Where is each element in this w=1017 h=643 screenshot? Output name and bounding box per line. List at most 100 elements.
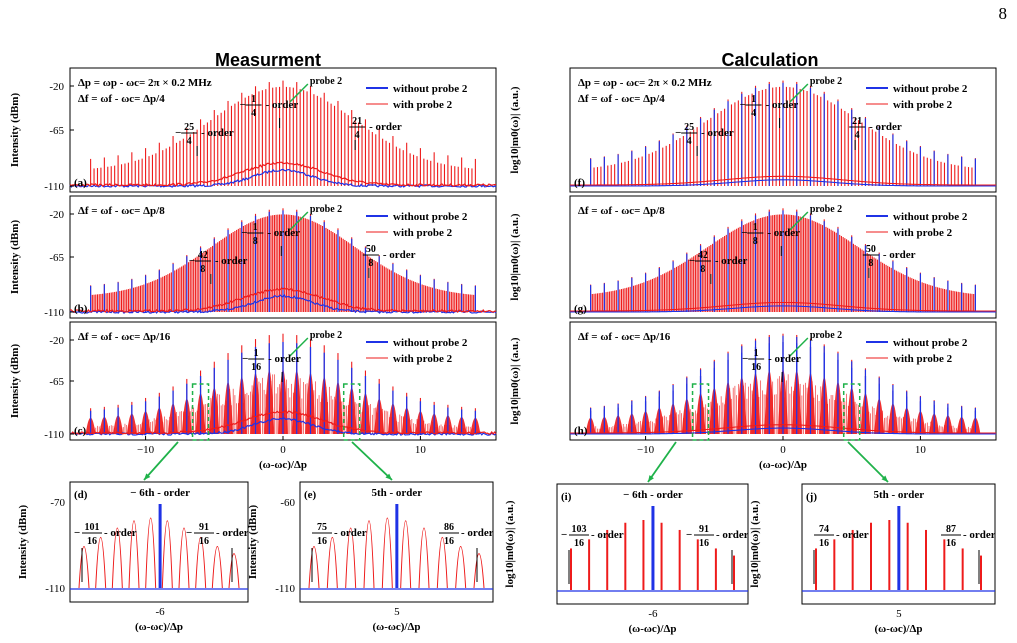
panel-b: Intensity (dBm) -20 -65 -110 (b) Δf = ωf - ωc… xyxy=(9,195,497,319)
order-sign: − xyxy=(689,255,695,267)
panel-d: Intensity (dBm)-70-110(d) − 6th - order− 1… xyxy=(17,481,249,633)
zoom-peak xyxy=(178,527,190,589)
zoom-peak xyxy=(326,536,338,589)
order-num: 87 xyxy=(946,524,956,535)
zoom-peak xyxy=(128,520,140,589)
order-num: 1 xyxy=(751,94,756,105)
panel-e: Intensity (dBm) -60 -110 (e) 5th - order 75 16… xyxy=(247,481,494,633)
zoom-arrow-head xyxy=(385,473,392,480)
order-suffix: - order xyxy=(701,127,734,139)
order-sign: − xyxy=(74,527,80,539)
order-num: 1 xyxy=(753,222,758,233)
panel-c: Intensity (dBm) -20 -65 -110 (c) Δf = ωf - ωc… xyxy=(9,321,497,471)
order-suffix: - order xyxy=(768,353,801,365)
order-den: 8 xyxy=(868,258,873,269)
probe-label: probe 2 xyxy=(810,204,842,215)
zoom-top-label: − 6th - order xyxy=(623,489,683,501)
zoom-peak xyxy=(195,536,207,589)
order-den: 4 xyxy=(251,108,256,119)
title-measurement: Measurment xyxy=(214,50,322,70)
order-num: 21 xyxy=(852,116,862,127)
probe-label: probe 2 xyxy=(310,330,342,341)
order-den: 4 xyxy=(687,136,692,147)
order-sign: − xyxy=(241,227,247,239)
y-axis-label: Intensity (dBm) xyxy=(17,505,29,580)
y-tick-label: -110 xyxy=(45,583,65,595)
panel-label: (e) xyxy=(304,489,317,501)
probe-arrow xyxy=(789,83,809,103)
order-suffix: - order xyxy=(369,121,402,133)
order-suffix: - order xyxy=(715,255,748,267)
envelope-trace xyxy=(69,161,497,187)
zoom-top-label: 5th - order xyxy=(873,489,924,501)
envelope-trace xyxy=(570,179,996,187)
panel-label: (a) xyxy=(74,177,87,189)
x-tick-label: −10 xyxy=(137,444,155,456)
y-axis-label: log10|m0(ω)| (a.u.) xyxy=(509,86,521,173)
legend-label: without probe 2 xyxy=(893,83,968,95)
order-den: 16 xyxy=(444,536,454,547)
zoom-peak xyxy=(400,520,412,589)
envelope-trace xyxy=(570,305,996,313)
zoom-top-label: 5th - order xyxy=(371,487,422,499)
order-den: 8 xyxy=(753,236,758,247)
order-sign: − xyxy=(175,127,181,139)
order-den: 16 xyxy=(317,536,327,547)
order-num: 50 xyxy=(366,244,376,255)
envelope-trace xyxy=(570,427,996,435)
order-suffix: - order xyxy=(591,529,624,541)
order-num: 50 xyxy=(866,244,876,255)
equation-detuning: Δp = ωp - ωc= 2π × 0.2 MHz xyxy=(78,77,212,89)
order-sign: − xyxy=(742,353,748,365)
probe-arrow xyxy=(789,211,809,231)
envelope-trace xyxy=(570,424,996,434)
order-suffix: - order xyxy=(716,529,749,541)
legend-label: with probe 2 xyxy=(893,353,953,365)
order-den: 4 xyxy=(855,130,860,141)
x-tick-label: −10 xyxy=(637,444,655,456)
order-sign: − xyxy=(686,529,692,541)
panel-h: log10|m0(ω)| (a.u.) (h) Δf = ωf - ωc= Δp/1… xyxy=(509,321,997,471)
order-den: 16 xyxy=(946,538,956,549)
order-num: 42 xyxy=(198,250,208,261)
zoom-peak xyxy=(211,546,223,589)
x-tick-label: 0 xyxy=(780,444,786,456)
equation-frequency: Δf = ωf - ωc= Δp/8 xyxy=(578,205,665,217)
zoom-arrow-head xyxy=(881,475,888,482)
x-tick-label: 10 xyxy=(915,444,927,456)
y-tick-label: -110 xyxy=(275,583,295,595)
legend-label: without probe 2 xyxy=(893,211,968,223)
x-axis-label: (ω-ωc)/Δp xyxy=(135,621,183,633)
panel-label: (c) xyxy=(74,425,87,437)
y-tick-label: -65 xyxy=(49,376,64,388)
order-suffix: - order xyxy=(104,527,137,539)
zoom-peak xyxy=(473,553,485,589)
equation-frequency: Δf = ωf - ωc= Δp/4 xyxy=(578,93,665,105)
x-tick-label: 5 xyxy=(394,606,400,618)
zoom-arrow xyxy=(351,441,393,481)
envelope-trace xyxy=(69,410,497,435)
order-suffix: - order xyxy=(215,255,248,267)
x-axis-label: (ω-ωc)/Δp xyxy=(759,459,807,471)
order-sign: − xyxy=(561,529,567,541)
panel-label: (j) xyxy=(806,491,817,503)
order-suffix: - order xyxy=(201,127,234,139)
order-suffix: - order xyxy=(268,353,301,365)
x-axis-label: (ω-ωc)/Δp xyxy=(259,459,307,471)
envelope-trace xyxy=(69,287,496,314)
zoom-region xyxy=(691,383,710,441)
probe-label: probe 2 xyxy=(310,76,342,87)
order-num: 21 xyxy=(352,116,362,127)
order-num: 1 xyxy=(253,222,258,233)
zoom-peak xyxy=(95,536,107,589)
order-suffix: - order xyxy=(883,249,916,261)
order-suffix: - order xyxy=(267,227,300,239)
order-suffix: - order xyxy=(963,529,996,541)
probe-arrow xyxy=(289,211,309,231)
order-den: 4 xyxy=(187,136,192,147)
legend-label: without probe 2 xyxy=(393,337,468,349)
order-den: 16 xyxy=(751,362,761,373)
envelope-trace xyxy=(570,301,996,312)
order-den: 16 xyxy=(819,538,829,549)
order-suffix: - order xyxy=(869,121,902,133)
